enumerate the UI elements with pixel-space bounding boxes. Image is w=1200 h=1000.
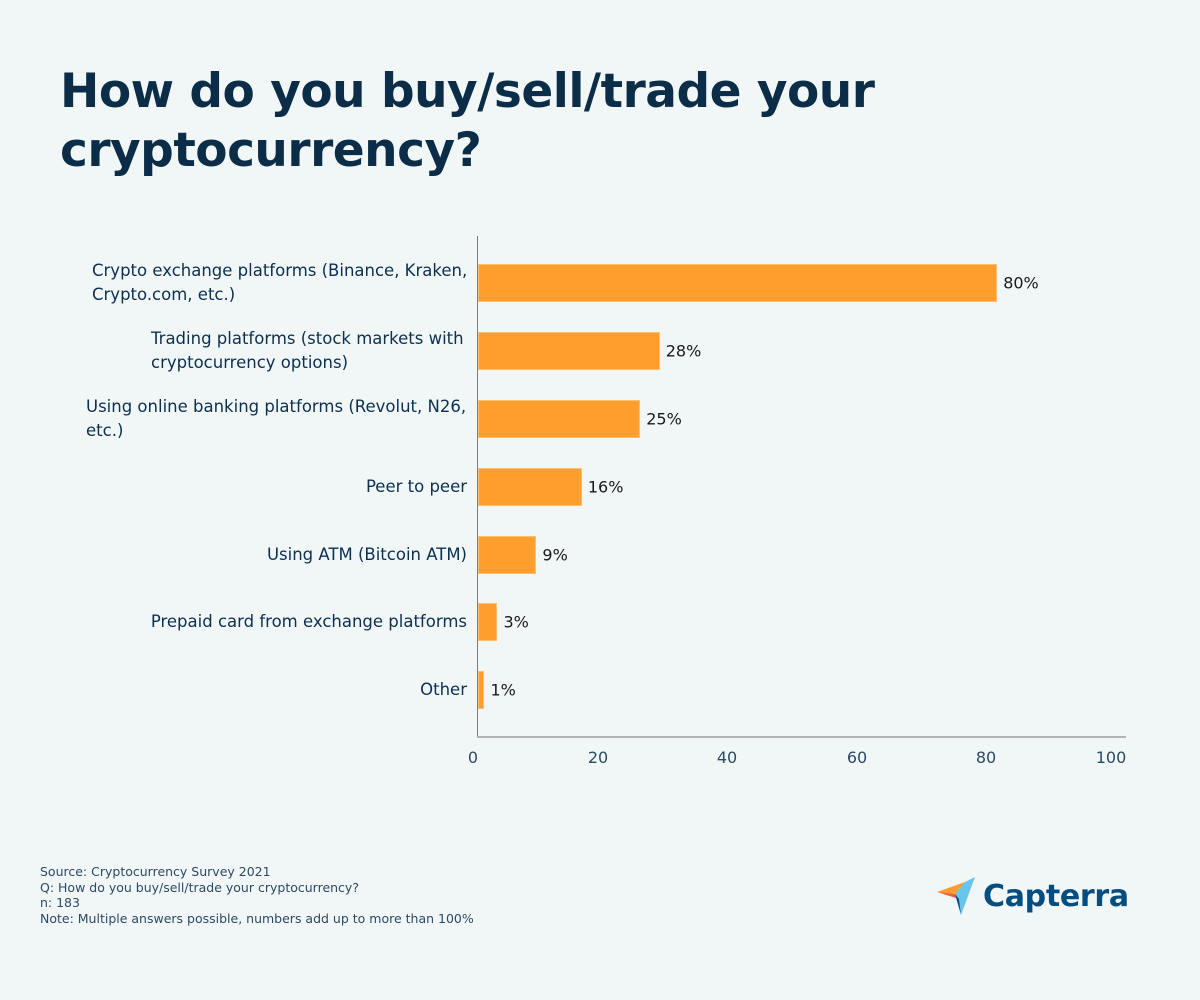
bar [478,468,582,506]
bar-row: Prepaid card from exchange platforms 3% [0,603,1200,641]
value-label: 9% [542,545,568,565]
x-tick-label: 20 [587,748,609,767]
category-label: Using ATM (Bitcoin ATM) [266,545,467,564]
category-label: Crypto exchange platforms (Binance, Krak… [92,261,468,304]
source-notes: Source: Cryptocurrency Survey 2021 Q: Ho… [40,864,474,926]
bar-row: Crypto exchange platforms (Binance, Krak… [0,261,1200,304]
value-label: 80% [1003,273,1039,293]
category-label: Using online banking platforms (Revolut,… [86,397,467,440]
bar-row: Other 1% [0,671,1200,709]
bar-row: Trading platforms (stock markets with cr… [0,329,1200,372]
x-tick-label: 100 [1095,748,1127,767]
y-axis-line [477,236,478,737]
bar-chart: Crypto exchange platforms (Binance, Krak… [0,236,1200,767]
note-text: Note: Multiple answers possible, numbers… [40,910,474,926]
source-text: Source: Cryptocurrency Survey 2021 [40,864,271,879]
category-label: Other [420,680,467,699]
x-tick-label: 0 [467,748,479,767]
bar [478,671,485,709]
value-label: 16% [587,477,624,497]
x-tick-label: 40 [716,748,738,767]
value-label: 3% [503,612,529,632]
bar [478,264,998,302]
x-tick-label: 60 [846,748,868,767]
x-tick-label: 80 [975,748,997,767]
bar-row: Using online banking platforms (Revolut,… [0,397,1200,440]
capterra-logo: Capterra [937,874,1129,918]
value-label: 1% [490,680,516,700]
sample-size-text: n: 183 [40,895,80,910]
category-label: Trading platforms (stock markets with cr… [151,329,464,372]
question-text: Q: How do you buy/sell/trade your crypto… [40,879,359,895]
bar-row: Peer to peer 16% [0,468,1200,506]
value-label: 28% [665,341,702,361]
bar [478,536,537,574]
bar [478,603,498,641]
bar [478,332,660,370]
x-axis-line [477,736,1126,738]
chart-title: How do you buy/sell/trade your cryptocur… [60,64,875,178]
capterra-arrow-icon [937,877,975,915]
bar-row: Using ATM (Bitcoin ATM) 9% [0,536,1200,574]
category-label: Peer to peer [365,477,467,496]
category-label: Prepaid card from exchange platforms [150,612,467,631]
value-label: 25% [646,409,682,429]
logo-text: Capterra [983,878,1129,914]
bar [478,400,641,438]
